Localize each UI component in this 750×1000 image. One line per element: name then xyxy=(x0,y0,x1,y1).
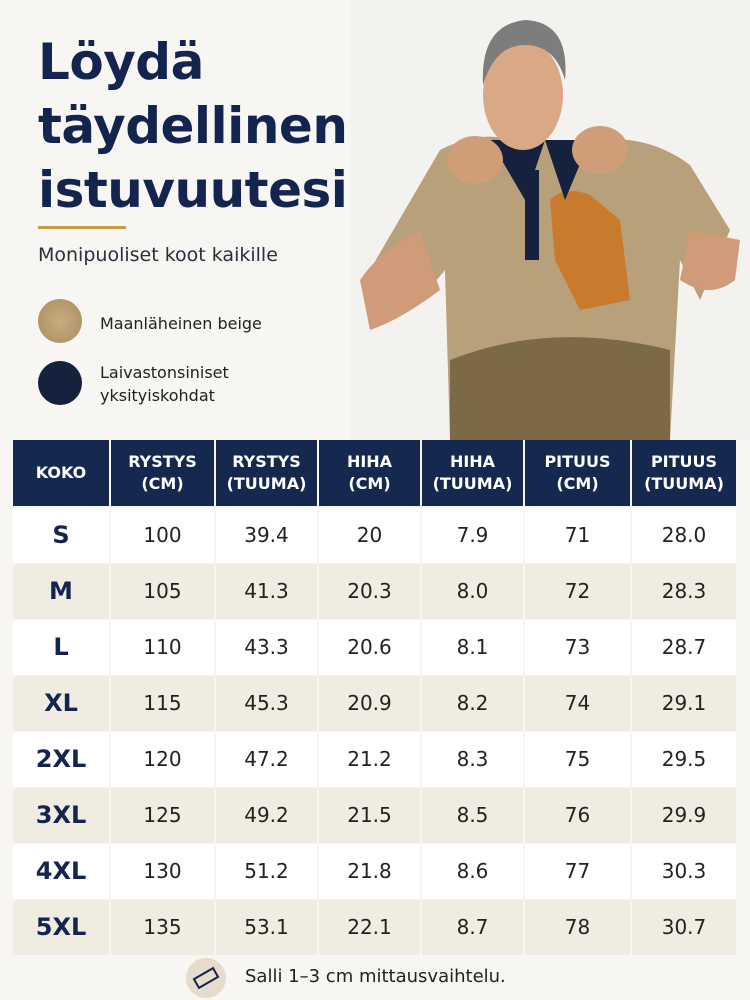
value-cell: 41.3 xyxy=(216,564,317,619)
value-cell: 76 xyxy=(525,788,630,843)
value-cell: 28.0 xyxy=(632,508,736,563)
value-cell: 73 xyxy=(525,620,630,675)
value-cell: 105 xyxy=(111,564,214,619)
header-cell: KOKO xyxy=(13,440,109,506)
value-cell: 53.1 xyxy=(216,900,317,955)
value-cell: 100 xyxy=(111,508,214,563)
value-cell: 29.5 xyxy=(632,732,736,787)
header-line: (TUUMA) xyxy=(226,474,307,493)
size-cell: M xyxy=(13,564,109,619)
value-cell: 45.3 xyxy=(216,676,317,731)
size-cell: 4XL xyxy=(13,844,109,899)
header-line: (CM) xyxy=(348,474,391,493)
size-cell: S xyxy=(13,508,109,563)
value-cell: 21.2 xyxy=(319,732,420,787)
value-cell: 8.7 xyxy=(422,900,523,955)
navy-swatch xyxy=(38,361,82,405)
size-cell: 5XL xyxy=(13,900,109,955)
header-cell: HIHA (TUUMA) xyxy=(422,440,523,506)
ruler-icon xyxy=(186,958,226,998)
header-line: (CM) xyxy=(141,474,184,493)
value-cell: 110 xyxy=(111,620,214,675)
swatch-label: Laivastonsiniset yksityiskohdat xyxy=(100,361,229,407)
value-cell: 8.3 xyxy=(422,732,523,787)
value-cell: 74 xyxy=(525,676,630,731)
header-line: HIHA xyxy=(346,452,393,471)
value-cell: 75 xyxy=(525,732,630,787)
size-cell: 2XL xyxy=(13,732,109,787)
value-cell: 29.9 xyxy=(632,788,736,843)
value-cell: 8.2 xyxy=(422,676,523,731)
value-cell: 72 xyxy=(525,564,630,619)
header-line: (TUUMA) xyxy=(432,474,513,493)
value-cell: 22.1 xyxy=(319,900,420,955)
header-line: RYSTYS xyxy=(232,452,301,471)
value-cell: 20.9 xyxy=(319,676,420,731)
value-cell: 8.6 xyxy=(422,844,523,899)
value-cell: 125 xyxy=(111,788,214,843)
beige-swatch xyxy=(38,299,82,343)
value-cell: 28.7 xyxy=(632,620,736,675)
value-cell: 47.2 xyxy=(216,732,317,787)
swatch-label: Maanläheinen beige xyxy=(100,312,262,335)
header-cell: RYSTYS (CM) xyxy=(111,440,214,506)
value-cell: 8.5 xyxy=(422,788,523,843)
model-illustration xyxy=(350,0,750,440)
value-cell: 8.0 xyxy=(422,564,523,619)
value-cell: 120 xyxy=(111,732,214,787)
swatch-label-line: yksityiskohdat xyxy=(100,386,215,405)
value-cell: 20.3 xyxy=(319,564,420,619)
value-cell: 21.5 xyxy=(319,788,420,843)
header-line: (CM) xyxy=(556,474,599,493)
value-cell: 130 xyxy=(111,844,214,899)
value-cell: 8.1 xyxy=(422,620,523,675)
header-cell: PITUUS (TUUMA) xyxy=(632,440,736,506)
title-line: Löydä xyxy=(38,33,204,91)
value-cell: 77 xyxy=(525,844,630,899)
header-cell: HIHA (CM) xyxy=(319,440,420,506)
note: Salli 1–3 cm mittausvaihtelu. xyxy=(245,966,506,987)
header-line: HIHA xyxy=(449,452,496,471)
value-cell: 28.3 xyxy=(632,564,736,619)
value-cell: 20 xyxy=(319,508,420,563)
subtitle: Monipuoliset koot kaikille xyxy=(38,244,278,266)
value-cell: 21.8 xyxy=(319,844,420,899)
value-cell: 30.7 xyxy=(632,900,736,955)
value-cell: 39.4 xyxy=(216,508,317,563)
size-cell: XL xyxy=(13,676,109,731)
value-cell: 115 xyxy=(111,676,214,731)
value-cell: 30.3 xyxy=(632,844,736,899)
title-line: täydellinen xyxy=(38,97,348,155)
title: Löydä täydellinen istuvuutesi xyxy=(38,30,348,222)
value-cell: 20.6 xyxy=(319,620,420,675)
value-cell: 135 xyxy=(111,900,214,955)
value-cell: 78 xyxy=(525,900,630,955)
header-line: PITUUS xyxy=(544,452,611,471)
title-line: istuvuutesi xyxy=(38,161,348,219)
header-line: PITUUS xyxy=(650,452,718,471)
value-cell: 71 xyxy=(525,508,630,563)
size-cell: 3XL xyxy=(13,788,109,843)
header-cell: RYSTYS (TUUMA) xyxy=(216,440,317,506)
header-line: RYSTYS xyxy=(128,452,197,471)
value-cell: 51.2 xyxy=(216,844,317,899)
value-cell: 29.1 xyxy=(632,676,736,731)
header-cell: PITUUS (CM) xyxy=(525,440,630,506)
header-line: (TUUMA) xyxy=(644,474,724,493)
value-cell: 7.9 xyxy=(422,508,523,563)
accent-rule xyxy=(38,226,126,229)
value-cell: 49.2 xyxy=(216,788,317,843)
size-cell: L xyxy=(13,620,109,675)
header-line: KOKO xyxy=(35,463,87,482)
value-cell: 43.3 xyxy=(216,620,317,675)
swatch-label-line: Maanläheinen beige xyxy=(100,314,262,333)
swatch-label-line: Laivastonsiniset xyxy=(100,363,229,382)
